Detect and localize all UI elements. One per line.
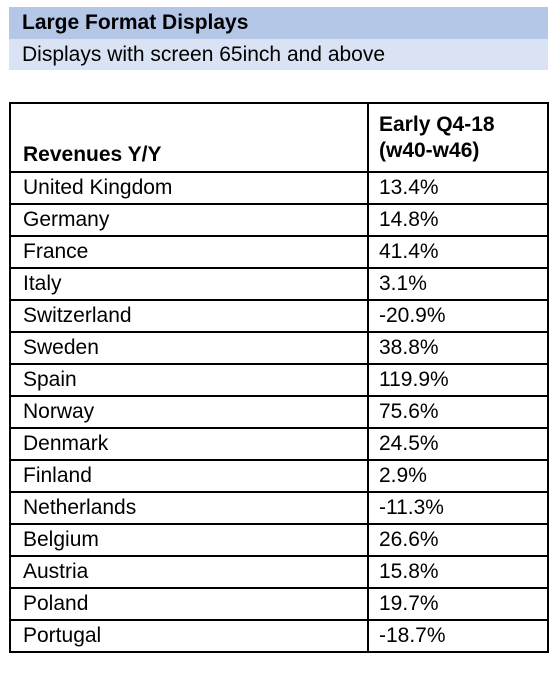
revenue-change-cell: 19.7% — [367, 587, 549, 621]
revenue-change-cell: 24.5% — [367, 427, 549, 461]
chart-title: Large Format Displays — [9, 7, 548, 39]
revenue-change-cell: 26.6% — [367, 523, 549, 557]
revenue-table: Revenues Y/Y Early Q4-18 (w40-w46) Unite… — [9, 102, 549, 653]
country-cell: Austria — [9, 555, 369, 589]
country-cell: Netherlands — [9, 491, 369, 525]
column-header-revenues: Revenues Y/Y — [9, 102, 369, 173]
country-cell: Poland — [9, 587, 369, 621]
country-cell: Spain — [9, 363, 369, 397]
country-cell: Finland — [9, 459, 369, 493]
country-cell: Germany — [9, 203, 369, 237]
revenue-change-cell: 38.8% — [367, 331, 549, 365]
chart-subtitle: Displays with screen 65inch and above — [9, 39, 548, 70]
country-cell: Sweden — [9, 331, 369, 365]
table-row: Germany 14.8% — [9, 203, 549, 237]
revenue-change-cell: -18.7% — [367, 619, 549, 653]
country-cell: Norway — [9, 395, 369, 429]
country-cell: Italy — [9, 267, 369, 301]
revenue-change-cell: 119.9% — [367, 363, 549, 397]
country-cell: Portugal — [9, 619, 369, 653]
table-header-row: Revenues Y/Y Early Q4-18 (w40-w46) — [9, 102, 549, 173]
table-row: Spain 119.9% — [9, 363, 549, 397]
table-row: Belgium 26.6% — [9, 523, 549, 557]
table-row: Poland 19.7% — [9, 587, 549, 621]
country-cell: Switzerland — [9, 299, 369, 333]
revenue-change-cell: 13.4% — [367, 171, 549, 205]
table-row: Austria 15.8% — [9, 555, 549, 589]
country-cell: Belgium — [9, 523, 369, 557]
table-body: United Kingdom 13.4% Germany 14.8% France 41.… — [9, 171, 549, 653]
country-cell: France — [9, 235, 369, 269]
revenue-change-cell: -11.3% — [367, 491, 549, 525]
table-row: Netherlands -11.3% — [9, 491, 549, 525]
country-cell: Denmark — [9, 427, 369, 461]
revenue-change-cell: -20.9% — [367, 299, 549, 333]
revenue-change-cell: 15.8% — [367, 555, 549, 589]
country-cell: United Kingdom — [9, 171, 369, 205]
table-row: United Kingdom 13.4% — [9, 171, 549, 205]
table-row: France 41.4% — [9, 235, 549, 269]
revenue-change-cell: 2.9% — [367, 459, 549, 493]
table-row: Finland 2.9% — [9, 459, 549, 493]
revenue-change-cell: 41.4% — [367, 235, 549, 269]
revenue-change-cell: 3.1% — [367, 267, 549, 301]
revenue-change-cell: 75.6% — [367, 395, 549, 429]
table-row: Italy 3.1% — [9, 267, 549, 301]
table-row: Denmark 24.5% — [9, 427, 549, 461]
column-header-period: Early Q4-18 (w40-w46) — [367, 102, 549, 173]
table-row: Sweden 38.8% — [9, 331, 549, 365]
table-row: Portugal -18.7% — [9, 619, 549, 653]
table-row: Norway 75.6% — [9, 395, 549, 429]
revenue-change-cell: 14.8% — [367, 203, 549, 237]
table-row: Switzerland -20.9% — [9, 299, 549, 333]
